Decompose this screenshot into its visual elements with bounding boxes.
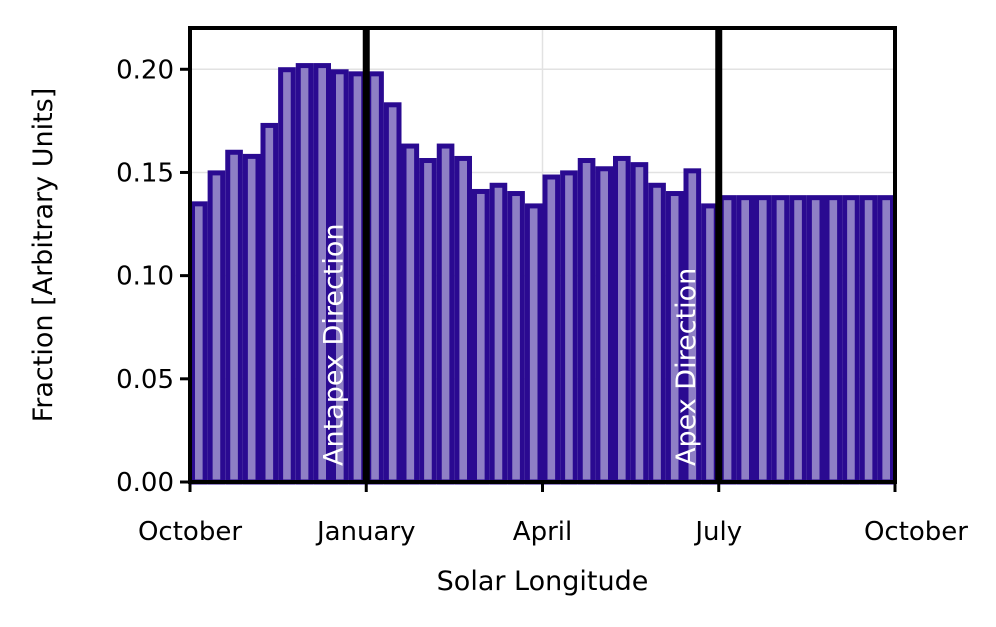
bar-35 bbox=[806, 195, 825, 485]
bar-1 bbox=[207, 170, 226, 485]
bar-20 bbox=[542, 174, 561, 485]
x-tick-label-4: October bbox=[864, 517, 968, 547]
bar-11 bbox=[383, 102, 402, 485]
bar-37 bbox=[842, 195, 860, 485]
vline-label-0: Antapex Direction bbox=[318, 223, 349, 466]
x-tick-label-2: April bbox=[513, 517, 572, 547]
bar-5 bbox=[278, 67, 296, 485]
bar-25 bbox=[630, 162, 649, 485]
y-tick-label-3: 0.15 bbox=[116, 158, 174, 188]
y-axis-ticks: 0.00 0.05 0.10 0.15 0.20 bbox=[116, 55, 190, 498]
bar-30 bbox=[718, 195, 737, 485]
bar-22 bbox=[577, 158, 596, 485]
bar-0 bbox=[190, 201, 208, 485]
bar-23 bbox=[595, 166, 613, 485]
bars-group bbox=[190, 63, 895, 485]
bar-32 bbox=[754, 195, 772, 485]
annotations: Antapex Direction Apex Direction bbox=[318, 223, 702, 466]
bar-9 bbox=[348, 71, 367, 485]
bar-31 bbox=[736, 195, 754, 485]
x-axis-title: Solar Longitude bbox=[437, 566, 649, 597]
bar-36 bbox=[824, 195, 843, 485]
y-tick-label-2: 0.10 bbox=[116, 262, 174, 292]
x-tick-label-1: January bbox=[315, 517, 416, 547]
bar-24 bbox=[613, 155, 631, 485]
vertical-lines bbox=[362, 28, 723, 482]
bar-26 bbox=[648, 182, 666, 485]
bar-13 bbox=[419, 158, 437, 485]
bar-39 bbox=[877, 195, 895, 485]
bar-33 bbox=[771, 195, 790, 485]
bar-19 bbox=[524, 203, 543, 485]
y-tick-label-0: 0.00 bbox=[116, 468, 174, 498]
bar-16 bbox=[472, 188, 490, 485]
bar-21 bbox=[560, 170, 578, 485]
y-axis-title: Fraction [Arbitrary Units] bbox=[28, 88, 59, 423]
bar-6 bbox=[295, 63, 314, 485]
bar-3 bbox=[242, 153, 261, 485]
y-tick-label-4: 0.20 bbox=[116, 55, 174, 85]
bar-14 bbox=[436, 143, 455, 485]
bar-15 bbox=[454, 155, 472, 485]
vline-label-1: Apex Direction bbox=[671, 268, 702, 466]
bar-18 bbox=[507, 191, 525, 485]
x-tick-label-0: October bbox=[138, 517, 242, 547]
bar-10 bbox=[366, 71, 384, 485]
x-axis-ticks: October January April July October bbox=[138, 482, 968, 547]
bar-4 bbox=[260, 122, 279, 485]
bar-34 bbox=[789, 195, 807, 485]
bar-17 bbox=[489, 182, 508, 485]
bar-29 bbox=[701, 203, 719, 485]
bar-12 bbox=[401, 143, 420, 485]
bar-2 bbox=[225, 149, 243, 485]
y-tick-label-1: 0.05 bbox=[116, 365, 174, 395]
bar-38 bbox=[859, 195, 878, 485]
x-tick-label-3: July bbox=[693, 517, 742, 547]
